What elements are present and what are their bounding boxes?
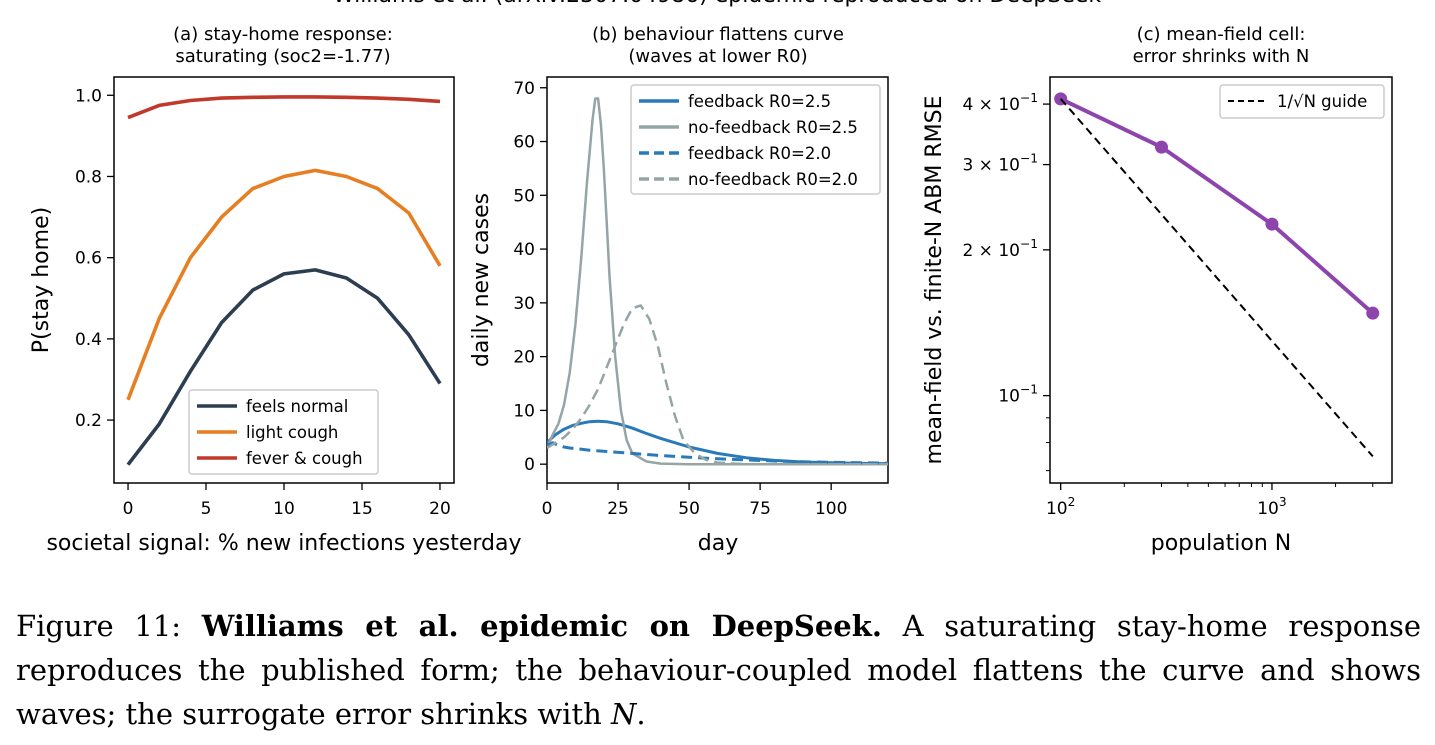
panel-c: (c) mean-field cell: error shrinks with … (922, 24, 1393, 556)
panel-a-legend: feels normal light cough fever & cough (188, 389, 379, 475)
panel-a: (a) stay-home response: saturating (soc2… (29, 24, 522, 556)
figure: Williams et al. (arXiv:2307.04986) epide… (29, 0, 1393, 556)
panel-b-title-line-2: (waves at lower R0) (628, 46, 807, 67)
legend-label-feedback-r0-2-0: feedback R0=2.0 (688, 144, 831, 163)
panel-b-legend: feedback R0=2.5 no-feedback R0=2.5 feedbac… (630, 84, 881, 195)
series-line-feedback-r0-2-0 (547, 441, 888, 465)
legend-label-fever-cough: fever & cough (246, 449, 363, 468)
data-point-rmse (1366, 306, 1380, 320)
x-tick-label: 102 (1046, 495, 1075, 519)
legend-label-1-n-guide: 1/√N guide (1277, 92, 1367, 111)
panel-b-legend-box (630, 84, 881, 195)
series-line-rmse (1059, 97, 1375, 315)
panel-b-series (547, 97, 888, 466)
panel-c-x-ticks: 102 103 (1046, 483, 1287, 519)
y-tick-label: 30 (513, 294, 535, 314)
panel-a-series (126, 95, 442, 466)
panel-c-y-ticks: 10−1 2 × 10−1 3 × 10−1 4 × 10−1 (962, 91, 1050, 407)
figure-caption: Figure 11: Williams et al. epidemic on D… (16, 604, 1421, 736)
panel-c-title-line-1: (c) mean-field cell: (1137, 24, 1306, 45)
panel-b-axes-frame (546, 76, 889, 484)
series-line-no-feedback-r0-2-5 (547, 97, 888, 466)
panel-c-xlabel: population N (1151, 531, 1292, 556)
y-tick-label: 0.4 (75, 330, 102, 350)
y-tick-label: 40 (513, 240, 535, 260)
panel-b: (b) behaviour flattens curve (waves at l… (469, 24, 889, 556)
x-tick-label: 5 (201, 499, 212, 519)
y-tick-label: 50 (513, 186, 535, 206)
y-tick-label: 0.2 (75, 411, 102, 431)
x-tick-label: 25 (607, 499, 629, 519)
caption-bold-title: Williams et al. epidemic on DeepSeek. (201, 609, 882, 643)
x-tick-label: 100 (815, 499, 847, 519)
panel-a-legend-box (188, 389, 379, 475)
x-tick-label: 0 (123, 499, 134, 519)
y-tick-label: 10 (513, 401, 535, 421)
series-line-no-feedback-r0-2-0 (547, 304, 888, 466)
y-tick-label: 0 (524, 455, 535, 475)
x-tick-label: 103 (1257, 495, 1286, 519)
x-tick-label: 50 (678, 499, 700, 519)
y-tick-label: 20 (513, 348, 535, 368)
legend-label-no-feedback-r0-2-5: no-feedback R0=2.5 (688, 118, 858, 137)
series-line-1-n-guide (1059, 98, 1374, 458)
y-tick-label: 3 × 10−1 (962, 152, 1038, 176)
legend-label-light-cough: light cough (246, 423, 338, 442)
panel-a-y-ticks: 0.2 0.4 0.6 0.8 1.0 (75, 86, 114, 431)
panel-c-ylabel: mean-field vs. finite-N ABM RMSE (922, 96, 947, 465)
x-tick-label: 75 (749, 499, 771, 519)
legend-label-feels-normal: feels normal (246, 397, 348, 416)
y-tick-label: 0.8 (75, 167, 102, 187)
panel-b-x-ticks: 0 25 50 75 100 (542, 483, 847, 519)
panel-b-title-line-1: (b) behaviour flattens curve (592, 24, 844, 45)
x-tick-label: 10 (273, 499, 295, 519)
panel-c-title: (c) mean-field cell: error shrinks with … (1133, 24, 1310, 67)
legend-label-feedback-r0-2-5: feedback R0=2.5 (688, 92, 831, 111)
series-line-feels-normal (126, 268, 442, 466)
panel-c-axes-frame (1049, 76, 1393, 484)
panel-a-x-ticks: 0 5 10 15 20 (123, 483, 451, 519)
panel-a-ylabel: P(stay home) (29, 207, 54, 353)
series-line-feedback-r0-2-5 (547, 419, 888, 466)
panel-b-xlabel: day (698, 531, 738, 556)
caption-end: . (636, 697, 646, 731)
caption-label: Figure 11: (16, 609, 182, 643)
y-tick-label: 4 × 10−1 (962, 91, 1038, 115)
panel-b-y-ticks: 0 10 20 30 40 50 60 70 (513, 79, 547, 475)
series-line-light-cough (126, 168, 442, 401)
panel-c-legend-box (1219, 84, 1385, 119)
panel-c-title-line-2: error shrinks with N (1133, 46, 1310, 67)
y-tick-label: 0.6 (75, 249, 102, 269)
y-tick-label: 1.0 (75, 86, 102, 106)
series-line-fever-cough (127, 95, 441, 120)
panel-a-xlabel: societal signal: % new infections yester… (46, 531, 521, 556)
y-tick-label: 2 × 10−1 (962, 237, 1038, 261)
panel-a-title: (a) stay-home response: saturating (soc2… (173, 24, 393, 67)
y-tick-label: 70 (513, 79, 535, 99)
caption-variable: N (611, 697, 637, 731)
legend-label-no-feedback-r0-2-0: no-feedback R0=2.0 (688, 170, 858, 189)
panel-a-title-line-1: (a) stay-home response: (173, 24, 393, 45)
x-tick-label: 0 (542, 499, 553, 519)
panel-b-title: (b) behaviour flattens curve (waves at l… (592, 24, 844, 67)
x-tick-label: 15 (351, 499, 373, 519)
x-tick-label: 20 (429, 499, 451, 519)
caption-text: A saturating stay-home response reproduc… (16, 609, 1421, 731)
panel-c-minor-ticks (1046, 417, 1374, 487)
y-tick-label: 60 (513, 133, 535, 153)
y-tick-label: 10−1 (998, 383, 1038, 407)
panel-a-title-line-2: saturating (soc2=-1.77) (175, 46, 390, 67)
panel-c-series (1054, 92, 1380, 458)
panel-c-legend: 1/√N guide (1219, 84, 1385, 119)
data-point-rmse (1265, 217, 1279, 231)
figure-supertitle: Williams et al. (arXiv:2307.04986) epide… (333, 0, 1102, 8)
panel-b-ylabel: daily new cases (469, 193, 494, 367)
data-point-rmse (1154, 140, 1168, 154)
